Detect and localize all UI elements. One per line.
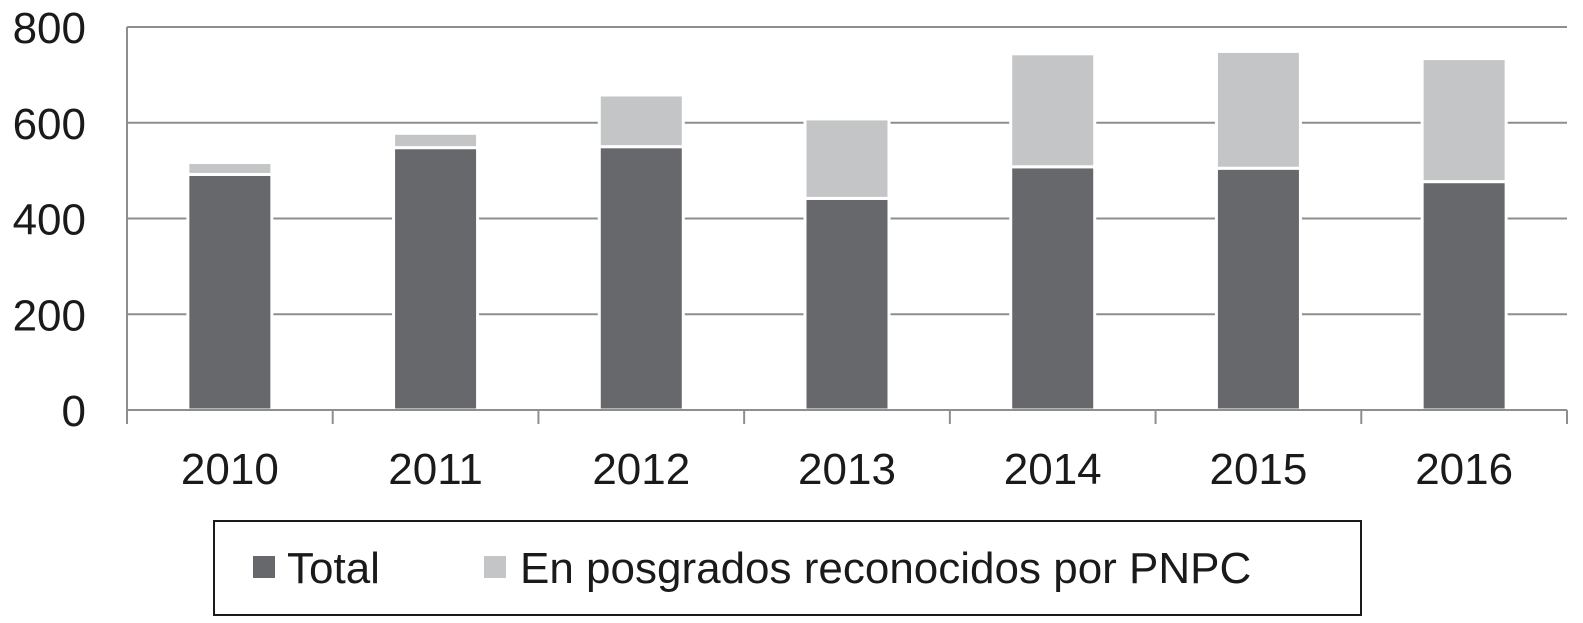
bar-segment-pnpc-2015	[1214, 49, 1302, 170]
y-tick-label: 800	[13, 4, 86, 53]
x-tick-label: 2016	[1415, 445, 1513, 494]
tick-labels: 0 200 400 600 800 2010 2011 2012 2013 2014 2015 201…	[13, 4, 1514, 494]
y-tick-label: 600	[13, 100, 86, 149]
bar-segment-pnpc-2013	[803, 117, 891, 200]
bar-segment-pnpc-2014	[1009, 52, 1097, 169]
legend: Total En posgrados reconocidos por PNPC	[213, 520, 1362, 616]
bar-segment-total-2015	[1214, 166, 1302, 412]
legend-box	[213, 520, 1362, 616]
legend-swatch	[253, 556, 275, 578]
axes	[126, 27, 1568, 424]
bar-segment-total-2014	[1009, 165, 1097, 412]
bar-segment-total-2010	[186, 172, 274, 412]
bar-segment-pnpc-2016	[1420, 57, 1508, 184]
bar-segment-total-2011	[392, 146, 480, 412]
y-tick-label: 0	[62, 387, 86, 436]
bar-segment-total-2012	[597, 145, 685, 412]
bars	[186, 49, 1508, 412]
bar-segment-pnpc-2012	[597, 93, 685, 149]
y-tick-label: 400	[13, 196, 86, 245]
x-tick-label: 2011	[388, 445, 483, 494]
legend-label: Total	[287, 544, 380, 593]
x-tick-label: 2012	[592, 445, 690, 494]
legend-label: En posgrados reconocidos por PNPC	[520, 544, 1251, 593]
x-tick-label: 2014	[1004, 445, 1102, 494]
bar-segment-total-2013	[803, 196, 891, 412]
bar-segment-pnpc-2011	[392, 131, 480, 150]
y-tick-label: 200	[13, 291, 86, 340]
bar-segment-pnpc-2010	[186, 160, 274, 176]
bar-segment-total-2016	[1420, 180, 1508, 412]
legend-swatch	[484, 556, 506, 578]
x-tick-label: 2015	[1209, 445, 1307, 494]
x-tick-label: 2010	[181, 445, 279, 494]
x-tick-label: 2013	[798, 445, 896, 494]
